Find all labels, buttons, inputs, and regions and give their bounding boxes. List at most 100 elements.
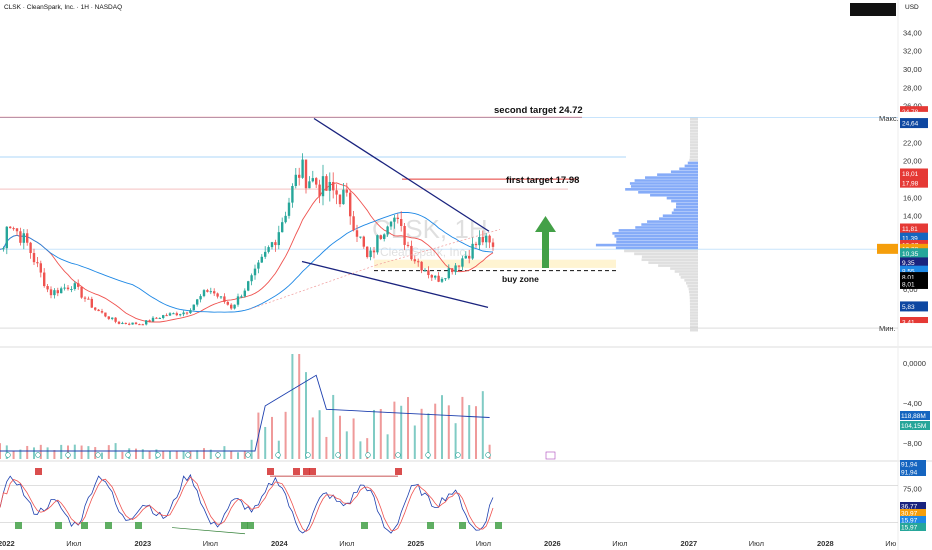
candle-body bbox=[66, 287, 70, 290]
volume-bar bbox=[250, 439, 253, 459]
profile-bar bbox=[671, 199, 698, 203]
profile-bar bbox=[670, 267, 698, 270]
candle-body bbox=[468, 255, 471, 259]
current-badge-left bbox=[877, 243, 898, 254]
profile-bar bbox=[666, 196, 698, 200]
volume-bar bbox=[475, 406, 477, 459]
profile-bar bbox=[624, 249, 698, 253]
candle-body bbox=[270, 242, 274, 248]
candle-body bbox=[345, 189, 348, 193]
volume-bar bbox=[121, 451, 124, 459]
stoch-badge-bg bbox=[900, 523, 926, 531]
candle-body bbox=[413, 259, 416, 262]
volume-panel bbox=[0, 354, 556, 460]
price-badge-text: 9,35 bbox=[902, 260, 915, 267]
candle-body bbox=[223, 296, 226, 302]
candle-body bbox=[56, 290, 59, 294]
volume-bar bbox=[209, 449, 212, 459]
candle-body bbox=[366, 246, 369, 258]
candle-body bbox=[257, 262, 260, 269]
candle-body bbox=[162, 315, 165, 318]
volume-tick: −8,00 bbox=[903, 439, 922, 448]
candle-body bbox=[77, 283, 80, 287]
price-badge-bg bbox=[900, 118, 928, 129]
candle-body bbox=[172, 313, 175, 315]
candle-body bbox=[434, 275, 437, 278]
profile-bar bbox=[689, 299, 698, 303]
overbought-marker bbox=[303, 468, 310, 475]
candle-body bbox=[73, 283, 76, 290]
candle-body bbox=[94, 307, 97, 310]
volume-bar bbox=[359, 441, 362, 459]
candle-body bbox=[250, 275, 253, 282]
overbought-marker bbox=[293, 468, 300, 475]
oversold-marker bbox=[81, 522, 88, 529]
toolbar-box[interactable] bbox=[850, 3, 896, 16]
profile-bar bbox=[689, 317, 698, 320]
earnings-marker bbox=[245, 452, 251, 458]
volume-bar bbox=[73, 444, 76, 459]
price-tick: 34,00 bbox=[903, 28, 922, 37]
candle-body bbox=[213, 291, 216, 294]
max-label: Макс. bbox=[879, 114, 899, 123]
profile-bar bbox=[687, 284, 698, 288]
price-tick: 32,00 bbox=[903, 47, 922, 56]
profile-bar bbox=[679, 273, 698, 276]
volume-bar bbox=[94, 447, 97, 459]
time-axis[interactable]: 2022 Июл 2023 Июл 2024 Июл 2025 Июл 2026 Июл 2027 И… bbox=[0, 539, 897, 548]
price-tick: 28,00 bbox=[903, 83, 922, 92]
price-badge-text: 11,81 bbox=[902, 226, 918, 233]
candle-body bbox=[332, 181, 335, 191]
profile-bar bbox=[684, 164, 698, 168]
earnings-marker bbox=[335, 452, 341, 458]
candle-body bbox=[134, 322, 138, 325]
candle-body bbox=[427, 270, 430, 276]
profile-bar bbox=[658, 264, 698, 267]
overbought-marker bbox=[35, 468, 42, 475]
candle-body bbox=[352, 216, 355, 231]
profile-bar bbox=[629, 182, 698, 185]
candle-body bbox=[97, 309, 100, 312]
volume-bar bbox=[39, 444, 42, 459]
profile-bar bbox=[686, 281, 698, 285]
profile-bar bbox=[684, 278, 698, 282]
profile-bar bbox=[625, 188, 698, 191]
candle-body bbox=[243, 290, 246, 297]
stoch-badge-bg bbox=[900, 460, 926, 468]
volume-tick: −4,00 bbox=[903, 399, 922, 408]
divergence-bottom bbox=[171, 527, 246, 535]
time-label: Июл bbox=[203, 539, 218, 548]
candle-body bbox=[281, 222, 284, 233]
candle-body bbox=[209, 291, 212, 293]
volume-bar bbox=[400, 405, 403, 459]
stoch-k-line bbox=[0, 473, 494, 534]
profile-bar bbox=[689, 293, 698, 297]
candle-body bbox=[155, 317, 158, 319]
stoch-badge-text: 36,77 bbox=[901, 504, 918, 511]
candle-body bbox=[63, 287, 66, 289]
candle-body bbox=[454, 265, 457, 273]
volume-bar bbox=[243, 451, 246, 459]
candle-body bbox=[240, 296, 243, 298]
volume-ma-line bbox=[0, 374, 490, 452]
oversold-marker bbox=[459, 522, 466, 529]
buy-zone-rect bbox=[374, 259, 616, 268]
price-tick: 6,00 bbox=[903, 285, 918, 294]
volume-bar bbox=[12, 450, 15, 459]
price-badge-bg bbox=[900, 223, 928, 234]
candle-body bbox=[277, 232, 280, 246]
candle-body bbox=[478, 237, 481, 246]
wedge-upper-line bbox=[313, 117, 490, 232]
oversold-marker bbox=[241, 522, 248, 529]
volume-bar bbox=[271, 416, 273, 459]
candle-body bbox=[185, 312, 189, 314]
buy-zone-label: buy zone bbox=[502, 274, 539, 284]
profile-bar bbox=[670, 170, 698, 174]
profile-bar bbox=[679, 167, 698, 171]
candle-body bbox=[114, 317, 117, 322]
dotted-trend-line bbox=[249, 264, 377, 310]
profile-bar bbox=[641, 223, 698, 226]
candle-body bbox=[318, 184, 321, 197]
candle-body bbox=[9, 226, 12, 229]
